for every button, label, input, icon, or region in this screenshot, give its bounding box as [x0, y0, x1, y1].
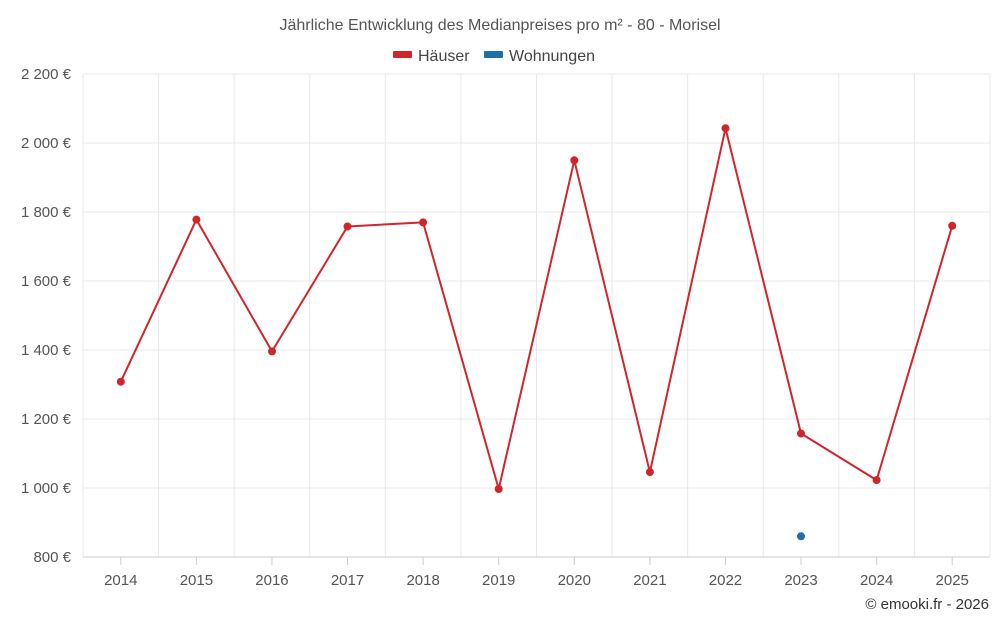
x-tick-label: 2014 [104, 572, 137, 589]
series-line-haeuser [119, 127, 954, 490]
data-point-haeuser[interactable] [343, 222, 352, 231]
data-point-haeuser[interactable] [494, 485, 503, 493]
data-point-haeuser[interactable] [721, 124, 730, 133]
x-tick-label: 2017 [331, 572, 364, 589]
x-tick-label: 2015 [180, 572, 213, 589]
y-tick-label: 2 000 € [21, 135, 72, 152]
data-point-haeuser[interactable] [116, 377, 125, 386]
x-tick-label: 2025 [936, 572, 969, 589]
data-point-haeuser[interactable] [192, 215, 201, 224]
data-point-haeuser[interactable] [948, 221, 957, 230]
legend-swatch-haeuser[interactable] [393, 51, 412, 58]
legend: Häuser Wohnungen [393, 48, 595, 65]
x-tick-label: 2018 [406, 572, 439, 589]
chart-title: Jährliche Entwicklung des Medianpreises … [279, 17, 720, 34]
x-tick-label: 2020 [558, 572, 591, 589]
x-tick-label: 2023 [784, 572, 817, 589]
y-tick-label: 2 200 € [21, 66, 72, 83]
y-axis: 800 € 1 000 € 1 200 € 1 400 € 1 600 € 1 800 €… [21, 66, 72, 566]
data-point-haeuser[interactable] [268, 347, 276, 356]
data-point-haeuser[interactable] [419, 218, 428, 227]
y-tick-label: 1 800 € [21, 204, 72, 221]
y-tick-label: 1 400 € [21, 342, 72, 359]
credit-text: © emooki.fr - 2026 [865, 596, 989, 613]
data-point-haeuser[interactable] [570, 156, 579, 165]
x-tick-label: 2024 [860, 572, 893, 589]
y-tick-label: 800 € [33, 549, 71, 566]
x-tick-label: 2019 [482, 572, 515, 589]
x-axis: 2014 2015 2016 2017 2018 2019 2020 2021 2022 2023… [83, 556, 990, 589]
x-tick-label: 2021 [633, 572, 666, 589]
legend-label-haeuser[interactable]: Häuser [418, 48, 470, 65]
x-tick-label: 2022 [709, 572, 742, 589]
data-point-haeuser[interactable] [797, 429, 805, 438]
legend-swatch-wohnungen[interactable] [484, 51, 503, 58]
data-point-haeuser[interactable] [872, 476, 881, 485]
grid [82, 73, 991, 557]
data-point-haeuser[interactable] [645, 468, 654, 477]
y-tick-label: 1 000 € [21, 480, 72, 497]
y-tick-label: 1 600 € [21, 273, 72, 290]
y-tick-label: 1 200 € [21, 411, 72, 428]
series-layer [116, 124, 957, 541]
x-tick-label: 2016 [255, 572, 288, 589]
legend-label-wohnungen[interactable]: Wohnungen [509, 48, 595, 65]
data-point-wohnungen[interactable] [797, 532, 805, 541]
